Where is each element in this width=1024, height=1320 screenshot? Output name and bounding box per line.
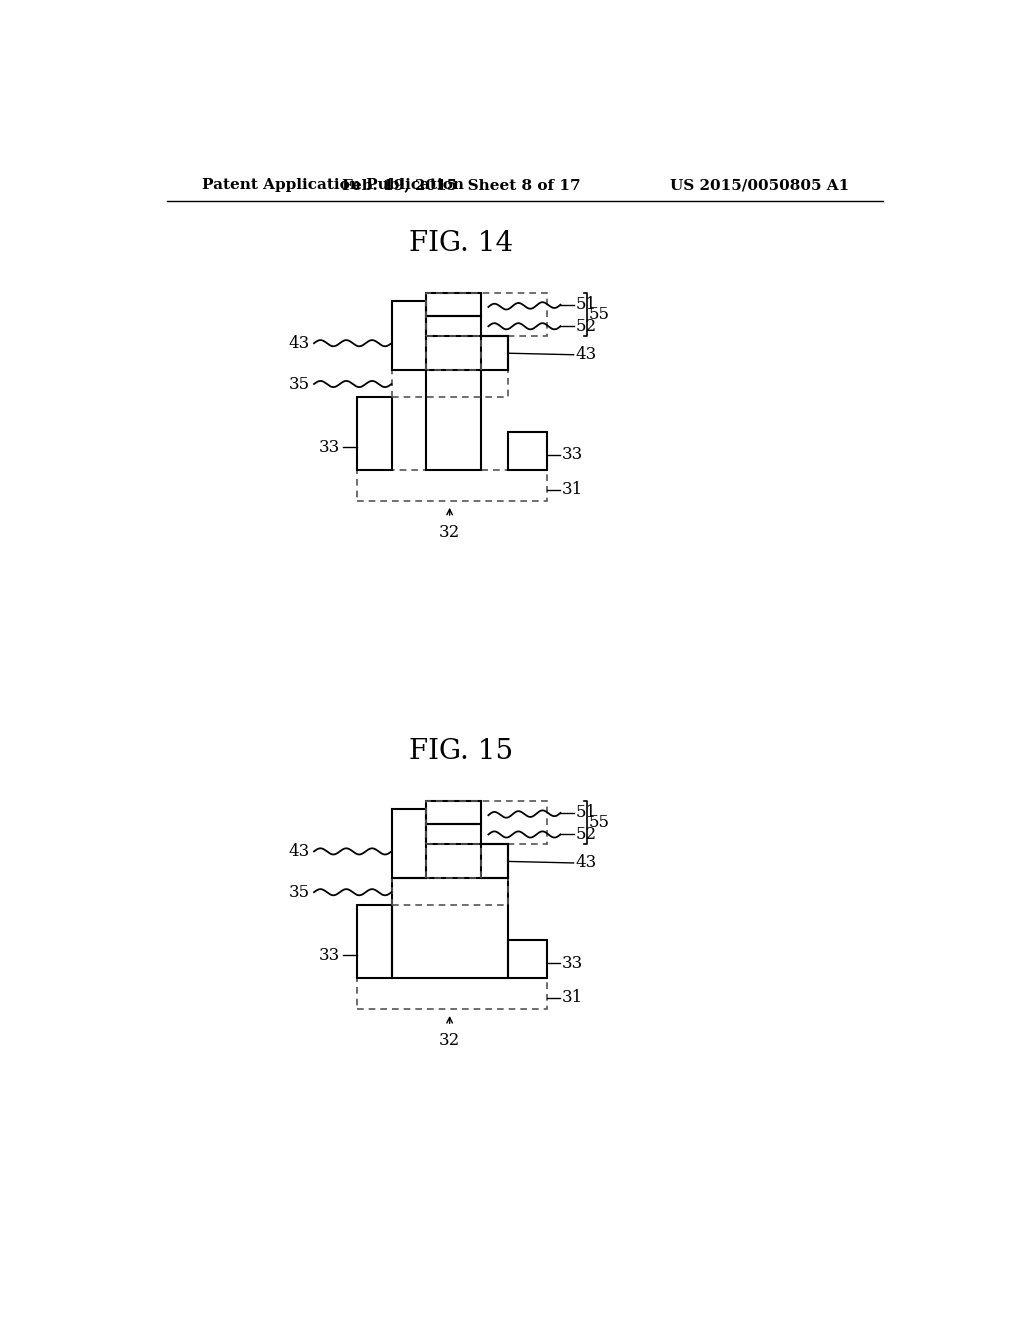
Bar xyxy=(391,878,508,906)
Bar xyxy=(391,301,426,370)
Text: FIG. 14: FIG. 14 xyxy=(410,230,513,256)
Text: 52: 52 xyxy=(575,318,596,335)
Text: 51: 51 xyxy=(575,804,596,821)
Bar xyxy=(356,978,547,1010)
Bar xyxy=(426,317,480,335)
Bar xyxy=(391,809,426,878)
Text: 43: 43 xyxy=(575,854,596,871)
Bar xyxy=(356,397,391,470)
Bar xyxy=(356,470,547,502)
Bar xyxy=(426,801,480,825)
Bar xyxy=(356,906,391,978)
Bar xyxy=(391,878,508,978)
Text: 51: 51 xyxy=(575,296,596,313)
Text: Patent Application Publication: Patent Application Publication xyxy=(202,178,464,193)
Bar xyxy=(508,432,547,470)
Text: 33: 33 xyxy=(318,946,340,964)
Bar xyxy=(426,825,480,843)
Text: 33: 33 xyxy=(562,954,584,972)
Text: Feb. 19, 2015  Sheet 8 of 17: Feb. 19, 2015 Sheet 8 of 17 xyxy=(342,178,581,193)
Text: 31: 31 xyxy=(562,989,584,1006)
Text: 33: 33 xyxy=(562,446,584,463)
Text: 43: 43 xyxy=(289,335,310,351)
Text: 43: 43 xyxy=(575,346,596,363)
Bar xyxy=(426,801,547,843)
Bar xyxy=(426,293,480,317)
Text: 32: 32 xyxy=(439,1032,460,1049)
Text: FIG. 15: FIG. 15 xyxy=(410,738,513,764)
Text: 52: 52 xyxy=(575,826,596,843)
Bar xyxy=(391,370,508,397)
Text: 32: 32 xyxy=(439,524,460,541)
Text: 33: 33 xyxy=(318,438,340,455)
Text: 55: 55 xyxy=(589,306,610,323)
Bar xyxy=(508,940,547,978)
Text: 31: 31 xyxy=(562,480,584,498)
Text: 35: 35 xyxy=(289,883,310,900)
Bar xyxy=(480,335,508,370)
Bar xyxy=(426,293,547,335)
Text: 43: 43 xyxy=(289,843,310,859)
Bar xyxy=(426,370,480,470)
Text: 55: 55 xyxy=(589,814,610,832)
Text: 35: 35 xyxy=(289,375,310,392)
Bar xyxy=(480,843,508,878)
Text: US 2015/0050805 A1: US 2015/0050805 A1 xyxy=(670,178,849,193)
